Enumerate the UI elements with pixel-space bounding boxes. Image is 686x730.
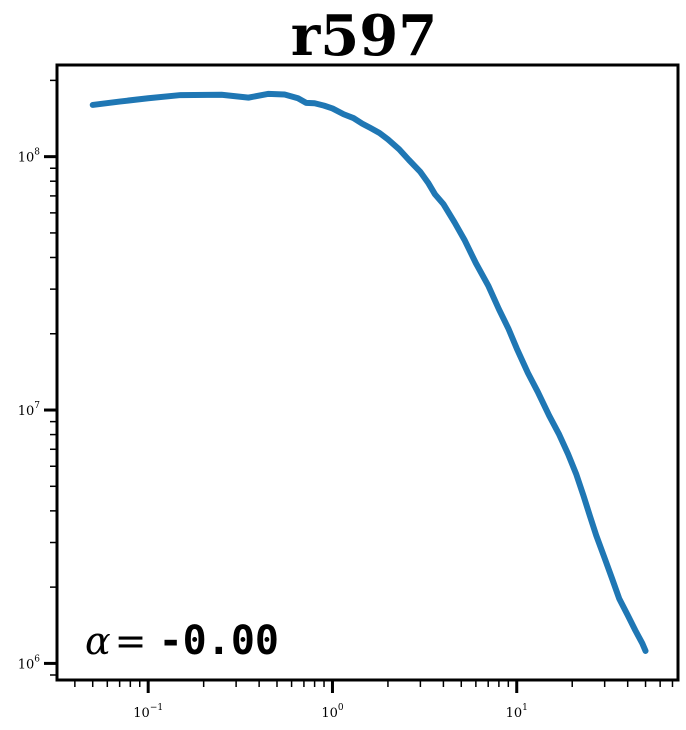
x-tick-label: 100 bbox=[321, 703, 344, 721]
plot-frame bbox=[55, 63, 680, 682]
y-tick-label: 107 bbox=[18, 401, 41, 419]
y-tick-label: 108 bbox=[18, 148, 41, 166]
svg-text:α = -0.00: α = -0.00 bbox=[85, 618, 279, 664]
x-tick-label: 101 bbox=[506, 703, 528, 721]
alpha-symbol: α bbox=[85, 619, 111, 663]
alpha-value: -0.00 bbox=[159, 618, 279, 664]
chart-title: r597 bbox=[291, 3, 437, 69]
alpha-equals: = bbox=[115, 619, 159, 663]
alpha-annotation: α = -0.00 bbox=[85, 618, 279, 664]
minor-ticks bbox=[50, 79, 674, 687]
series-layer bbox=[89, 90, 649, 654]
major-ticks: 10−1 100 101 106 107 108 bbox=[18, 148, 528, 721]
y-tick-label: 106 bbox=[18, 654, 41, 672]
series-line bbox=[89, 90, 649, 654]
x-tick-label: 10−1 bbox=[133, 703, 163, 721]
